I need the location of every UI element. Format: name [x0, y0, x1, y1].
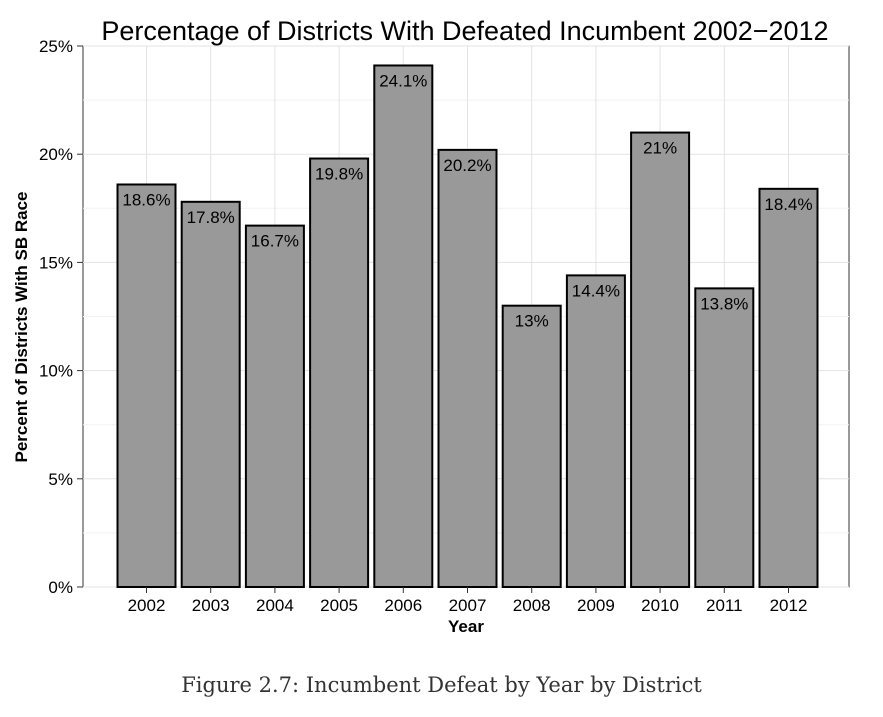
y-tick-label: 10%: [39, 362, 73, 381]
bar-label-2003: 17.8%: [187, 208, 235, 227]
bar-labels-group: 18.6% 17.8% 16.7% 19.8% 24.1% 20.2% 13% 14.4% 21…: [122, 71, 812, 330]
y-axis: 0% 5% 10% 15% 20% 25%: [39, 37, 83, 597]
bar-2003: [180, 200, 241, 588]
bar-label-2007: 20.2%: [443, 156, 491, 175]
bar-2010: [630, 131, 691, 588]
figure-caption: Figure 2.7: Incumbent Defeat by Year by …: [181, 673, 702, 697]
bar-chart: Percentage of Districts With Defeated In…: [12, 16, 850, 636]
y-tick-label: 0%: [48, 578, 73, 597]
x-tick-label: 2010: [641, 596, 679, 615]
x-tick-label: 2011: [706, 596, 743, 615]
y-tick-label: 25%: [39, 37, 73, 56]
bar-2007: [437, 148, 498, 588]
x-axis-title: Year: [448, 617, 484, 636]
bar-label-2004: 16.7%: [251, 232, 299, 251]
bar-2009: [565, 274, 626, 588]
y-tick-label: 20%: [39, 145, 73, 164]
bar-2011: [694, 287, 755, 588]
chart-title: Percentage of Districts With Defeated In…: [101, 16, 828, 46]
x-tick-label: 2003: [192, 596, 230, 615]
x-tick-label: 2002: [128, 596, 166, 615]
bar-label-2012: 18.4%: [764, 195, 812, 214]
x-tick-label: 2006: [384, 596, 422, 615]
x-tick-label: 2008: [513, 596, 551, 615]
x-tick-label: 2005: [320, 596, 358, 615]
bars-group: [116, 64, 819, 588]
bar-label-2009: 14.4%: [572, 281, 620, 300]
bar-2002: [116, 183, 177, 588]
bar-2006: [373, 64, 434, 588]
bar-2004: [244, 224, 305, 588]
x-axis: 2002 2003 2004 2005 2006 2007 2008 2009 2010 2011…: [128, 587, 808, 615]
x-tick-label: 2009: [577, 596, 615, 615]
y-tick-label: 15%: [39, 253, 73, 272]
bar-2012: [758, 187, 819, 588]
bar-2008: [501, 304, 562, 588]
bar-2005: [309, 157, 370, 588]
bar-label-2002: 18.6%: [122, 190, 170, 209]
y-axis-title: Percent of Districts With SB Race: [12, 192, 31, 463]
bar-label-2011: 13.8%: [700, 294, 748, 313]
x-tick-label: 2012: [770, 596, 808, 615]
y-tick-label: 5%: [48, 470, 73, 489]
x-tick-label: 2007: [449, 596, 487, 615]
bar-label-2005: 19.8%: [315, 165, 363, 184]
x-tick-label: 2004: [256, 596, 294, 615]
bar-label-2008: 13%: [515, 312, 549, 331]
bar-label-2006: 24.1%: [379, 71, 427, 90]
bar-label-2010: 21%: [643, 139, 677, 158]
